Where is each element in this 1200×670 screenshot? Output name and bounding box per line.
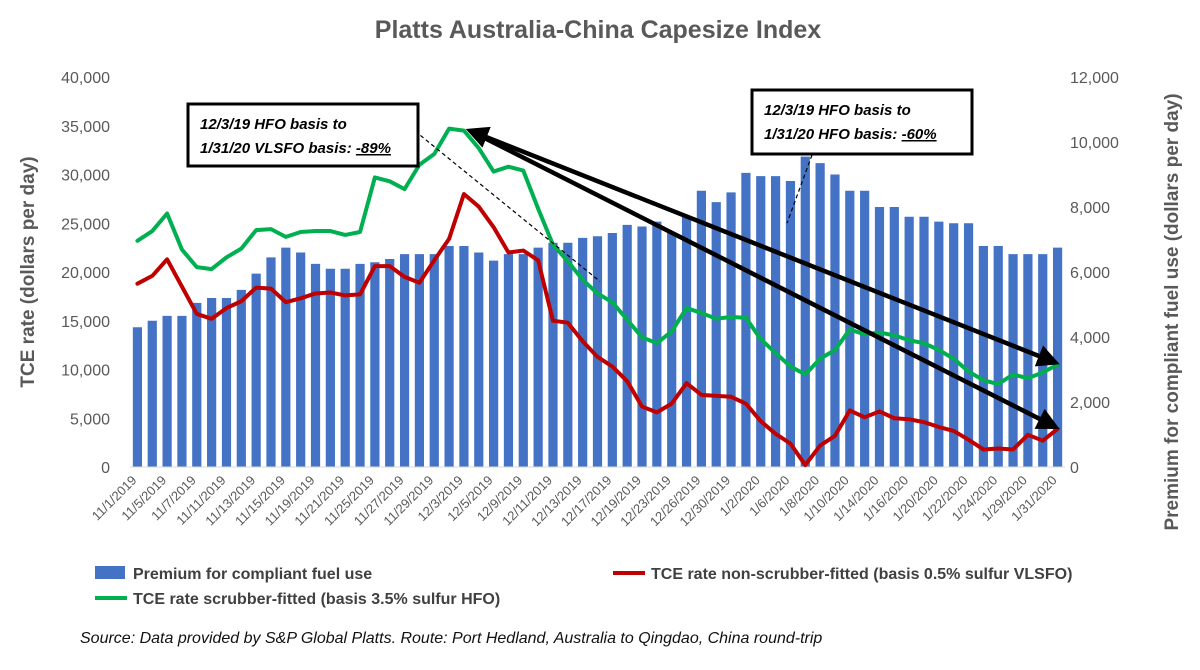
bar-premium: [444, 246, 454, 467]
annotation-hfo-value: -60%: [902, 126, 937, 143]
bar-premium: [132, 327, 143, 467]
bar-premium: [711, 202, 721, 468]
bar-premium: [578, 237, 588, 468]
bar-premium: [785, 181, 796, 467]
bar-premium: [147, 320, 157, 467]
bar-premium: [548, 242, 558, 467]
y-right-tick-label: 0: [1070, 460, 1079, 477]
bar-premium: [563, 242, 573, 467]
bar-premium: [934, 221, 944, 468]
annotation-hfo-line1: 12/3/19 HFO basis to: [764, 102, 911, 119]
bar-premium: [681, 216, 692, 467]
bar-premium: [399, 254, 410, 467]
bar-premium: [236, 289, 246, 468]
bar-premium: [162, 315, 172, 468]
annotation-vlsfo-prefix: 1/31/20 VLSFO basis:: [200, 140, 356, 157]
bar-premium: [963, 223, 974, 467]
bar-premium: [622, 224, 632, 468]
bar-premium: [518, 254, 528, 467]
legend-premium-swatch: [95, 566, 125, 579]
chart-svg: Platts Australia-China Capesize Index 0 5,…: [18, 16, 1183, 608]
y-left-tick-label: 30,000: [61, 168, 110, 185]
bar-premium: [340, 268, 350, 467]
annotation-hfo-prefix: 1/31/20 HFO basis:: [764, 126, 902, 143]
y-left-axis-title: TCE rate (dollars per day): [18, 156, 39, 387]
bar-premium: [696, 190, 706, 467]
source-note: Source: Data provided by S&P Global Plat…: [80, 630, 823, 647]
y-left-tick-label: 35,000: [61, 119, 110, 136]
y-left-tick-label: 20,000: [61, 265, 110, 282]
bar-premium: [370, 262, 380, 467]
legend-premium: Premium for compliant fuel use: [95, 566, 372, 583]
bar-premium: [503, 254, 514, 467]
legend-scrubber-label: TCE rate scrubber-fitted (basis 3.5% sul…: [133, 591, 500, 608]
bar-premium: [385, 259, 395, 467]
legend-non-scrubber-label: TCE rate non-scrubber-fitted (basis 0.5%…: [651, 566, 1072, 583]
y-right-tick-label: 6,000: [1070, 265, 1110, 282]
bar-premium: [310, 263, 321, 468]
bar-premium: [281, 247, 291, 468]
arrow-non-scrubber-change: [468, 128, 1060, 430]
y-left-tick-label: 0: [101, 460, 110, 477]
bar-premium: [251, 273, 261, 468]
bar-premium: [414, 254, 424, 467]
annotation-hfo: 12/3/19 HFO basis to 1/31/20 HFO basis: -…: [750, 88, 974, 156]
y-right-tick-label: 4,000: [1070, 330, 1110, 347]
legend-non-scrubber: TCE rate non-scrubber-fitted (basis 0.5%…: [613, 566, 1072, 583]
bar-premium: [770, 176, 781, 468]
bar-premium: [177, 315, 187, 468]
y-right-tick-label: 10,000: [1070, 135, 1119, 152]
bar-premium: [667, 233, 677, 467]
bar-premium: [325, 268, 335, 467]
bar-premium: [607, 233, 617, 467]
annotation-vlsfo-line1: 12/3/19 HFO basis to: [200, 116, 347, 133]
bar-premium: [429, 254, 439, 467]
bar-premium: [1052, 247, 1063, 468]
y-right-tick-label: 8,000: [1070, 200, 1110, 217]
y-right-tick-label: 12,000: [1070, 70, 1119, 87]
arrow-scrubber-change: [465, 126, 1060, 367]
bar-premium: [830, 174, 840, 467]
bar-premium: [978, 246, 988, 467]
bar-premium: [815, 163, 825, 468]
bar-premium: [192, 302, 202, 468]
y-right-tick-label: 2,000: [1070, 395, 1110, 412]
legend-premium-label: Premium for compliant fuel use: [133, 566, 372, 583]
annotation-vlsfo-line2: 1/31/20 VLSFO basis: -89%: [200, 140, 391, 157]
bar-premium: [637, 226, 647, 467]
bar-premium: [489, 260, 499, 468]
bar-premium: [459, 246, 469, 467]
bar-premium: [296, 252, 306, 467]
chart-title: Platts Australia-China Capesize Index: [375, 16, 822, 44]
bar-premium: [993, 246, 1003, 467]
bar-premium: [266, 257, 276, 468]
bar-premium: [355, 263, 365, 468]
bar-premium: [221, 298, 232, 467]
y-left-tick-label: 15,000: [61, 314, 110, 331]
bar-premium: [474, 252, 484, 467]
bar-premium: [207, 298, 217, 467]
bar-premium: [1008, 254, 1018, 467]
annotation-hfo-box: [750, 88, 974, 156]
annotation-vlsfo-value: -89%: [356, 140, 391, 157]
annotation-vlsfo: 12/3/19 HFO basis to 1/31/20 VLSFO basis:…: [186, 102, 420, 168]
annotation-vlsfo-box: [186, 102, 420, 168]
y-left-tick-label: 5,000: [70, 411, 110, 428]
bar-premium: [800, 156, 810, 468]
annotation-hfo-line2: 1/31/20 HFO basis: -60%: [764, 126, 937, 143]
legend-scrubber: TCE rate scrubber-fitted (basis 3.5% sul…: [95, 591, 500, 608]
y-left-tick-label: 25,000: [61, 216, 110, 233]
y-right-axis-title: Premium for compliant fuel use (dollars …: [1162, 93, 1183, 530]
y-left-tick-label: 10,000: [61, 363, 110, 380]
y-left-tick-label: 40,000: [61, 70, 110, 87]
